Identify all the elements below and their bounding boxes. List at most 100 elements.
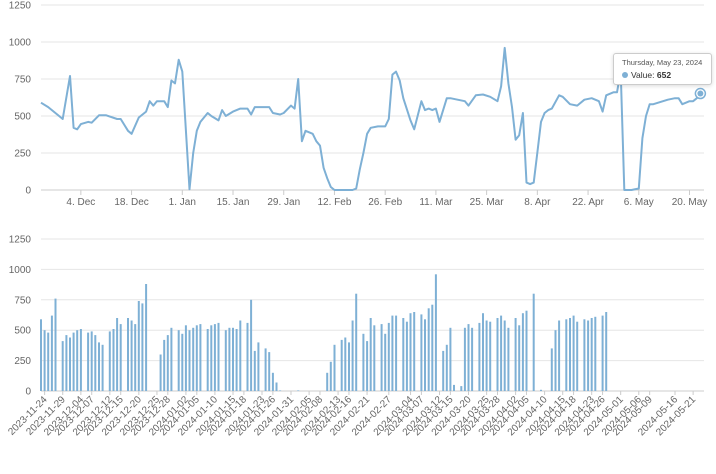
value-bar[interactable] — [170, 327, 173, 391]
value-bar[interactable] — [188, 330, 191, 391]
value-bar[interactable] — [391, 315, 394, 391]
value-bar[interactable] — [112, 329, 115, 391]
value-bar[interactable] — [420, 314, 423, 391]
value-bar[interactable] — [344, 337, 347, 392]
value-bar[interactable] — [90, 331, 93, 391]
value-bar[interactable] — [79, 329, 82, 391]
value-bar[interactable] — [369, 318, 372, 391]
value-bar[interactable] — [108, 331, 111, 391]
value-bar[interactable] — [395, 315, 398, 391]
value-bar[interactable] — [413, 312, 416, 391]
value-bar[interactable] — [40, 319, 42, 391]
value-bar[interactable] — [463, 327, 466, 391]
value-bar[interactable] — [601, 315, 604, 391]
value-bar[interactable] — [177, 330, 180, 391]
value-bar[interactable] — [213, 324, 216, 391]
value-bar[interactable] — [445, 344, 448, 391]
value-bar[interactable] — [246, 322, 249, 391]
value-bar[interactable] — [271, 372, 274, 391]
value-bar[interactable] — [184, 325, 187, 391]
value-bar[interactable] — [540, 389, 542, 391]
value-bar[interactable] — [297, 390, 300, 391]
value-bar[interactable] — [565, 319, 568, 391]
value-bar[interactable] — [181, 333, 184, 391]
value-bar[interactable] — [69, 337, 71, 392]
value-bar[interactable] — [257, 342, 260, 391]
value-series-line[interactable] — [40, 46, 702, 191]
value-bar[interactable] — [50, 315, 53, 391]
value-bar[interactable] — [576, 321, 579, 391]
value-bar[interactable] — [47, 332, 50, 391]
value-bar[interactable] — [467, 324, 470, 391]
value-bar[interactable] — [434, 274, 437, 391]
value-bar[interactable] — [525, 310, 528, 391]
value-bar[interactable] — [228, 327, 231, 391]
value-bar[interactable] — [98, 342, 100, 391]
value-bar[interactable] — [87, 332, 90, 391]
value-bar[interactable] — [137, 301, 140, 391]
value-bar[interactable] — [224, 330, 227, 391]
value-bar[interactable] — [449, 327, 452, 391]
value-bar[interactable] — [500, 315, 503, 391]
value-bar[interactable] — [605, 312, 608, 391]
value-bar[interactable] — [195, 325, 198, 391]
value-bar[interactable] — [503, 320, 506, 392]
value-bar[interactable] — [532, 293, 535, 391]
value-bar[interactable] — [145, 284, 148, 391]
value-bar[interactable] — [163, 339, 166, 391]
value-bar[interactable] — [583, 319, 586, 391]
value-bar[interactable] — [348, 342, 350, 391]
value-bar[interactable] — [235, 329, 238, 391]
value-bar[interactable] — [471, 327, 474, 391]
value-bar[interactable] — [130, 320, 133, 392]
value-bar[interactable] — [590, 318, 593, 391]
value-bar[interactable] — [94, 335, 97, 391]
value-bar[interactable] — [478, 322, 481, 391]
value-bar[interactable] — [250, 299, 253, 391]
value-bar[interactable] — [366, 341, 369, 391]
value-bar[interactable] — [431, 304, 434, 391]
hover-point[interactable] — [697, 90, 704, 97]
value-bar[interactable] — [485, 320, 488, 392]
value-bar[interactable] — [554, 330, 557, 391]
value-bar[interactable] — [518, 325, 521, 391]
value-bar[interactable] — [54, 298, 57, 391]
value-bar[interactable] — [409, 313, 412, 391]
value-bar[interactable] — [76, 330, 79, 391]
value-bar[interactable] — [329, 361, 332, 391]
value-bar[interactable] — [210, 325, 213, 391]
value-bar[interactable] — [405, 321, 408, 391]
value-bar[interactable] — [460, 386, 463, 391]
value-bar[interactable] — [384, 333, 387, 391]
value-bar[interactable] — [199, 324, 202, 391]
value-bar[interactable] — [427, 308, 430, 391]
value-bar[interactable] — [387, 322, 390, 391]
value-bar[interactable] — [116, 318, 119, 391]
value-bar[interactable] — [253, 350, 256, 391]
value-bar[interactable] — [514, 318, 517, 391]
value-bar[interactable] — [340, 339, 343, 391]
value-bar[interactable] — [239, 320, 242, 392]
value-bar[interactable] — [572, 315, 575, 391]
value-bar[interactable] — [134, 324, 137, 391]
value-bar[interactable] — [127, 318, 129, 391]
value-bar[interactable] — [275, 382, 278, 392]
value-bar[interactable] — [402, 318, 405, 391]
value-bar[interactable] — [362, 333, 365, 391]
value-bar[interactable] — [424, 319, 426, 391]
value-bar[interactable] — [217, 322, 220, 391]
value-bar[interactable] — [61, 341, 64, 391]
value-bar[interactable] — [141, 303, 144, 391]
value-bar[interactable] — [166, 335, 169, 391]
value-bar[interactable] — [550, 348, 553, 391]
value-bar[interactable] — [119, 324, 122, 391]
value-bar[interactable] — [380, 324, 383, 391]
value-bar[interactable] — [206, 329, 209, 391]
value-bar[interactable] — [442, 350, 445, 391]
top-chart-plot[interactable] — [40, 46, 707, 191]
value-bar[interactable] — [279, 390, 282, 391]
value-bar[interactable] — [72, 332, 75, 391]
value-bar[interactable] — [326, 372, 329, 391]
value-bar[interactable] — [453, 384, 455, 391]
value-bar[interactable] — [558, 320, 561, 392]
